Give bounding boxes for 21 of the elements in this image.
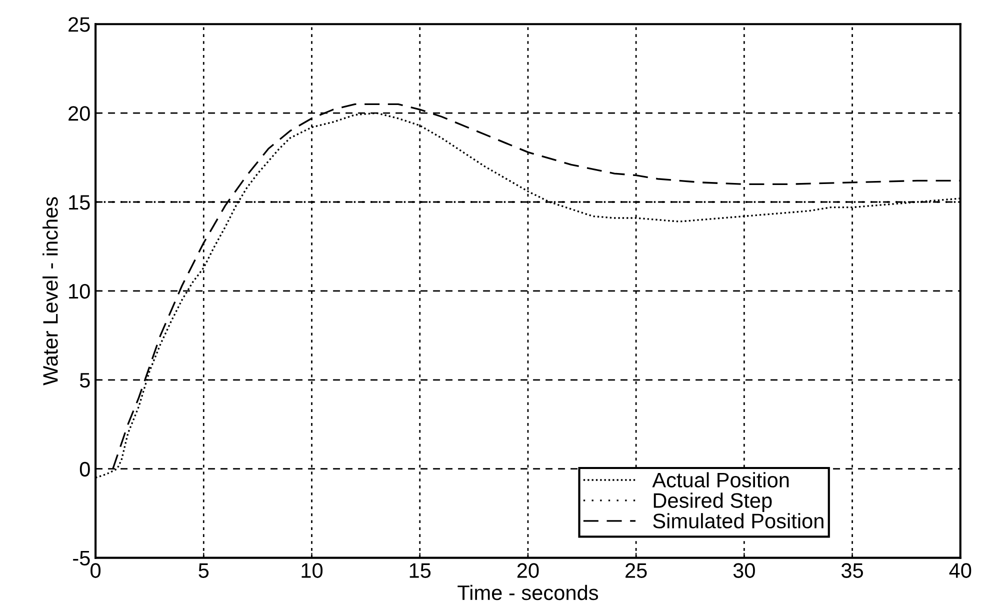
y-tick-label: 15 — [69, 195, 90, 210]
x-tick-label: 35 — [841, 563, 863, 578]
y-tick-label: 25 — [68, 17, 90, 32]
legend-label: Actual Position — [652, 472, 789, 488]
y-tick-label: -5 — [73, 550, 90, 566]
x-tick-label: 10 — [302, 563, 323, 578]
legend-label: Simulated Position — [653, 513, 824, 528]
y-axis-title: Water Level - inches — [42, 197, 58, 386]
x-tick-label: 25 — [626, 563, 647, 578]
y-tick-label: 20 — [68, 106, 90, 121]
y-tick-label: 5 — [80, 373, 90, 388]
x-axis-title: Time - seconds — [458, 584, 598, 600]
x-tick-label: 30 — [733, 563, 755, 578]
legend-label: Desired Step — [654, 492, 772, 512]
x-tick-label: 40 — [949, 563, 972, 578]
x-tick-label: 20 — [517, 563, 539, 578]
x-tick-label: 15 — [410, 563, 431, 578]
y-tick-label: 10 — [69, 284, 90, 299]
x-tick-label: 5 — [198, 563, 209, 578]
x-tick-label: 0 — [90, 563, 101, 578]
y-tick-label: 0 — [80, 462, 90, 477]
